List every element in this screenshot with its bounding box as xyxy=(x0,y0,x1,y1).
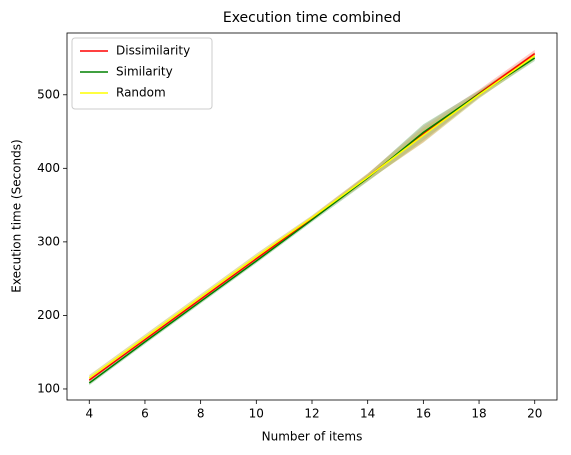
x-tick-label: 12 xyxy=(304,407,319,421)
y-axis-label: Execution time (Seconds) xyxy=(10,139,24,292)
x-tick-label: 4 xyxy=(85,407,93,421)
x-tick-label: 10 xyxy=(249,407,264,421)
y-tick-label: 300 xyxy=(37,234,60,248)
x-tick-label: 6 xyxy=(141,407,149,421)
chart-title: Execution time combined xyxy=(223,10,401,26)
x-tick-label: 20 xyxy=(527,407,542,421)
y-tick-label: 400 xyxy=(37,161,60,175)
data-line xyxy=(88,57,536,384)
x-tick-label: 14 xyxy=(360,407,375,421)
y-tick-label: 200 xyxy=(37,308,60,322)
y-tick-label: 500 xyxy=(37,87,60,101)
legend-label: Dissimilarity xyxy=(116,44,190,58)
plot-frame xyxy=(66,32,558,401)
x-axis-label: Number of items xyxy=(262,430,363,444)
legend-label: Similarity xyxy=(116,65,173,79)
legend-label: Random xyxy=(116,86,166,100)
x-tick-label: 8 xyxy=(197,407,205,421)
data-line xyxy=(88,55,536,379)
x-tick-label: 16 xyxy=(416,407,431,421)
y-tick-label: 100 xyxy=(37,381,60,395)
legend-box xyxy=(71,37,213,110)
x-tick-label: 18 xyxy=(471,407,486,421)
